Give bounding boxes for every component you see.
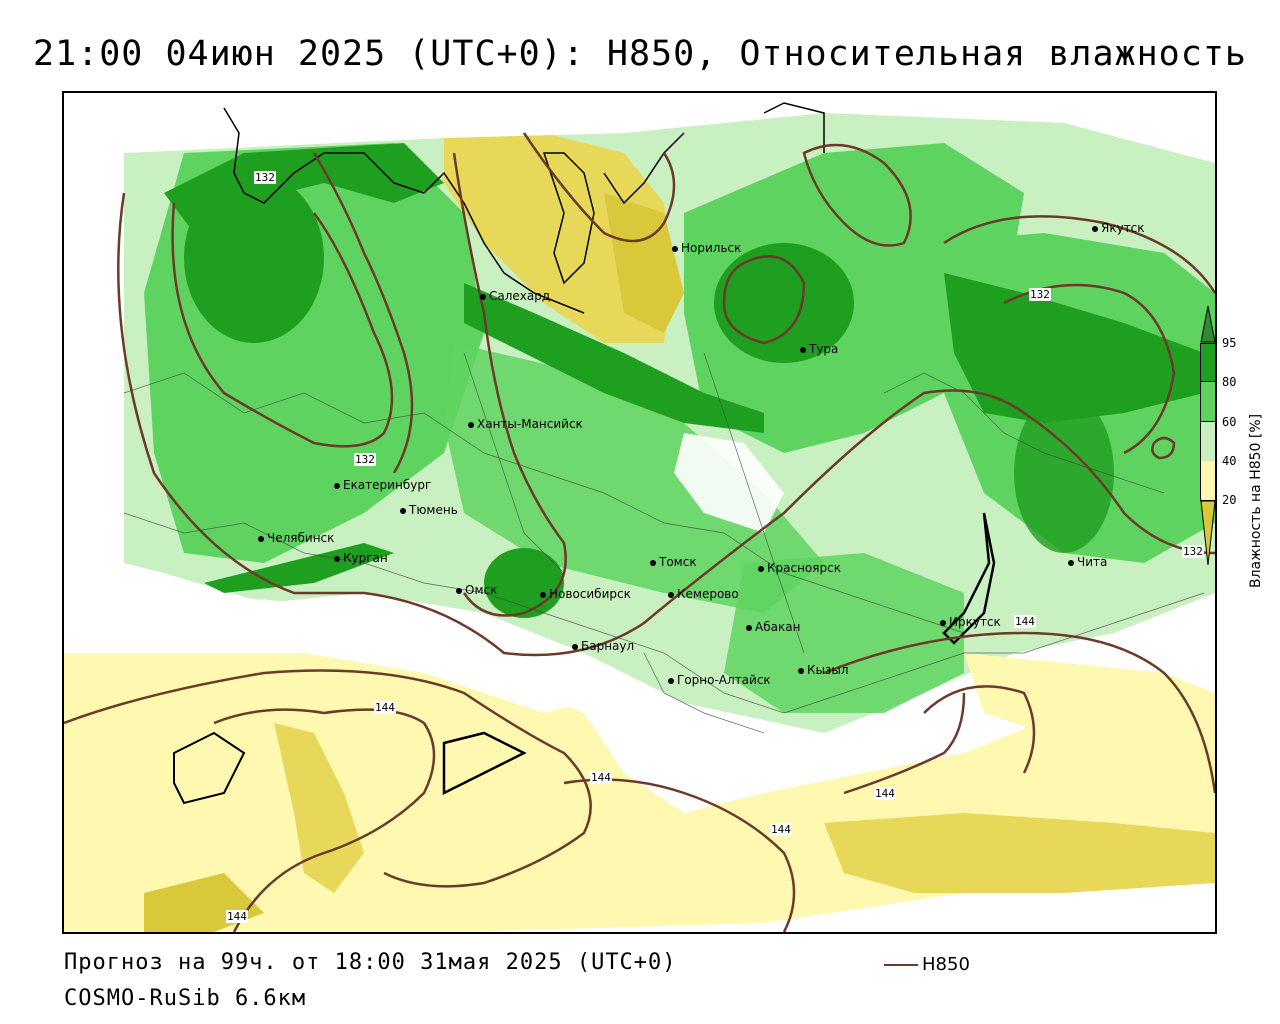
city-marker: Тура <box>800 342 838 356</box>
colorbar-tick: 95 <box>1222 336 1237 350</box>
forecast-info: Прогноз на 99ч. от 18:00 31мая 2025 (UTC… <box>64 950 677 975</box>
city-marker: Норильск <box>672 241 741 255</box>
city-marker: Якутск <box>1092 221 1145 235</box>
colorbar-tick: 60 <box>1222 415 1237 429</box>
colorbar-under-arrow <box>1200 500 1216 566</box>
city-marker: Горно-Алтайск <box>668 673 771 687</box>
contour-label: 144 <box>226 910 248 923</box>
city-marker: Челябинск <box>258 531 334 545</box>
city-marker: Иркутск <box>940 615 1001 629</box>
contour-label: 144 <box>374 701 396 714</box>
map-frame: 132 132 132 132 144 144 144 144 144 144 … <box>62 91 1217 934</box>
contour-label: 144 <box>770 823 792 836</box>
colorbar-tick: 20 <box>1222 493 1237 507</box>
contour-label: 144 <box>1014 615 1036 628</box>
legend-line <box>884 964 918 966</box>
city-marker: Екатеринбург <box>334 478 431 492</box>
city-marker: Курган <box>334 551 388 565</box>
colorbar-tick: 40 <box>1222 454 1237 468</box>
contour-label: 132 <box>1182 545 1204 558</box>
colorbar-tick: 80 <box>1222 375 1237 389</box>
city-marker: Красноярск <box>758 561 841 575</box>
city-marker: Кемерово <box>668 587 739 601</box>
colorbar-label: Влажность на H850 [%] <box>1248 413 1264 588</box>
contour-label: 132 <box>254 171 276 184</box>
city-marker: Абакан <box>746 620 800 634</box>
colorbar-over-arrow <box>1200 305 1216 343</box>
city-marker: Ханты-Мансийск <box>468 417 583 431</box>
colorbar-band <box>1200 343 1216 382</box>
city-marker: Чита <box>1068 555 1107 569</box>
colorbar-band <box>1200 461 1216 501</box>
map-title: 21:00 04июн 2025 (UTC+0): H850, Относите… <box>33 34 1247 74</box>
contour-label: 144 <box>874 787 896 800</box>
city-marker: Кызыл <box>798 663 849 677</box>
legend-label: H850 <box>922 954 970 975</box>
contour-legend: H850 <box>884 954 970 975</box>
city-marker: Салехард <box>480 289 550 303</box>
city-marker: Омск <box>456 583 497 597</box>
contour-label: 132 <box>1029 288 1051 301</box>
city-marker: Барнаул <box>572 639 634 653</box>
contour-label: 132 <box>354 453 376 466</box>
humidity-field <box>64 93 1215 932</box>
city-marker: Томск <box>650 555 697 569</box>
city-marker: Новосибирск <box>540 587 631 601</box>
contour-label: 144 <box>590 771 612 784</box>
colorbar-band <box>1200 382 1216 422</box>
model-info: COSMO-RuSib 6.6км <box>64 986 307 1011</box>
city-marker: Тюмень <box>400 503 458 517</box>
colorbar-band <box>1200 422 1216 462</box>
